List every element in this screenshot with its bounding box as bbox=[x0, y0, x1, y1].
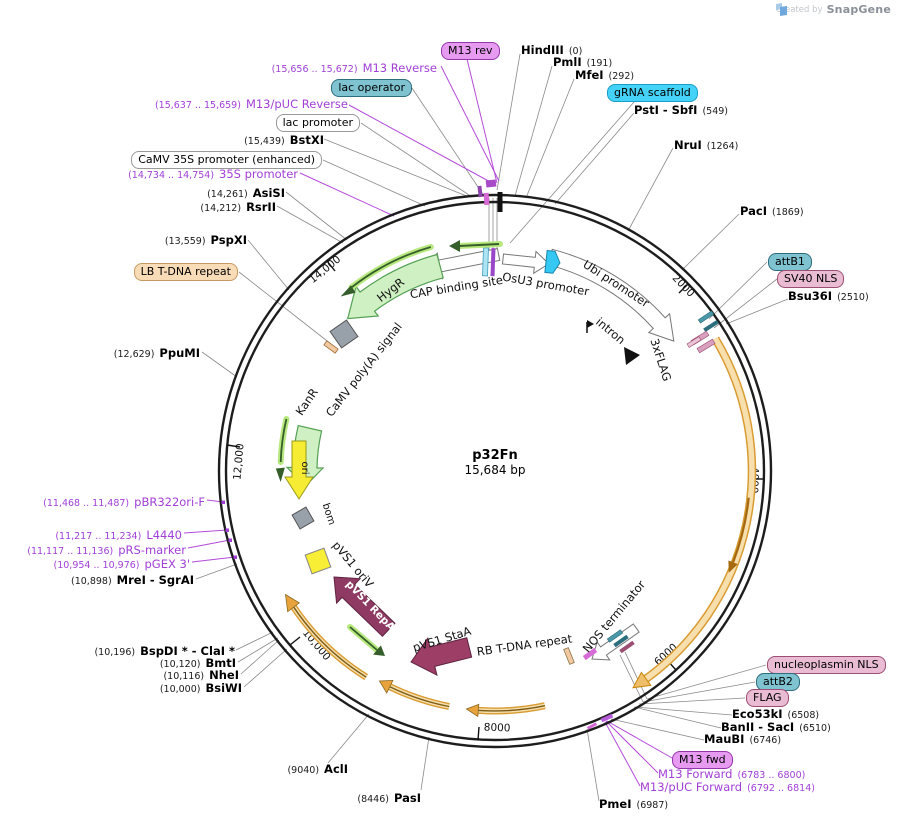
nos-terminator-arrow[interactable] bbox=[586, 619, 643, 668]
callout-acli[interactable]: (9040) AclI bbox=[287, 762, 348, 776]
callout-pmei[interactable]: PmeI (6987) bbox=[599, 797, 669, 811]
repa-glow-arrow bbox=[347, 624, 385, 656]
top-green-arrow bbox=[449, 240, 503, 252]
callout-pspxi[interactable]: (13,559) PspXI bbox=[164, 233, 247, 247]
callout-prs-marker[interactable]: (11,117 .. 11,136) pRS-marker bbox=[27, 543, 186, 557]
kanr-glow-arrow bbox=[275, 416, 290, 482]
snapgene-brand-label: SnapGene bbox=[826, 3, 891, 16]
osu3-cyan-marker[interactable] bbox=[544, 249, 561, 274]
snapgene-logo-icon bbox=[775, 3, 787, 16]
kanr-label[interactable]: KanR bbox=[293, 386, 321, 418]
camv-polya-marker[interactable] bbox=[329, 319, 359, 349]
tick-marks bbox=[226, 260, 764, 741]
3xflag-label[interactable]: 3xFLAG bbox=[647, 337, 674, 383]
callout-psti-sbfi[interactable]: PstI - SbfI (549) bbox=[634, 103, 728, 117]
rb-tdna-marker[interactable] bbox=[563, 647, 575, 665]
callout-nhei[interactable]: (10,116) NheI bbox=[163, 668, 239, 682]
top-primer-marks bbox=[477, 179, 497, 206]
callout-pmli[interactable]: PmlI (191) bbox=[553, 55, 613, 69]
callout-hindiii[interactable]: HindIII (0) bbox=[521, 43, 583, 57]
callout-paci[interactable]: PacI (1869) bbox=[740, 204, 804, 218]
callout-m13-reverse[interactable]: (15,656 .. 15,672) M13 Reverse bbox=[271, 61, 437, 75]
flag-region-marks bbox=[686, 310, 719, 354]
callout-mfei[interactable]: MfeI (292) bbox=[575, 68, 635, 82]
pmei-ring-mark bbox=[586, 722, 598, 730]
hygr-glow-arrow bbox=[340, 244, 434, 297]
sv40-nls-pill[interactable]: SV40 NLS bbox=[777, 270, 845, 288]
callout-mrei-sgrai[interactable]: (10,898) MreI - SgrAI bbox=[71, 573, 194, 587]
plasmid-size: 15,684 bp bbox=[464, 463, 526, 477]
callout-35s-promoter[interactable]: (14,734 .. 14,754) 35S promoter bbox=[128, 167, 298, 181]
ori-label[interactable]: ori bbox=[299, 461, 310, 474]
callout-banii-saci[interactable]: BanII - SacI (6510) bbox=[721, 720, 831, 734]
callout-pbr322ori-f[interactable]: (11,468 .. 11,487) pBR322ori-F bbox=[43, 495, 205, 509]
plasmid-title: p32Fn 15,684 bp bbox=[425, 448, 565, 477]
camv-35s-promoter-pill[interactable]: CaMV 35S promoter (enhanced) bbox=[131, 151, 322, 169]
tick-label-8000: 8000 bbox=[484, 722, 511, 735]
callout-bsiwi[interactable]: (10,000) BsiWI bbox=[159, 681, 242, 695]
tick-label-14000: 14,000 bbox=[307, 253, 343, 285]
callout-pgex-3[interactable]: (10,954 .. 10,976) pGEX 3' bbox=[53, 557, 190, 571]
orf-arrows-bottom bbox=[284, 593, 546, 718]
m13-fwd-ring-mark bbox=[600, 713, 614, 723]
plasmid-name: p32Fn bbox=[472, 448, 518, 463]
bom-label[interactable]: bom bbox=[320, 502, 337, 527]
lac-operator-pill[interactable]: lac operator bbox=[331, 79, 412, 97]
ori-arrow[interactable] bbox=[284, 440, 314, 500]
tick-labels: 2000 4000 6000 8000 10,000 12,000 14,000 bbox=[231, 253, 760, 734]
callout-bsu36i[interactable]: Bsu36I (2510) bbox=[788, 289, 869, 303]
callout-bspdi-clai[interactable]: (10,196) BspDI * - ClaI * bbox=[94, 644, 235, 658]
callout-ppumi[interactable]: (12,629) PpuMI bbox=[113, 346, 200, 360]
callout-l4440[interactable]: (11,217 .. 11,234) L4440 bbox=[55, 528, 182, 542]
primer-ring-dots bbox=[221, 500, 237, 559]
leader-lines-gray bbox=[195, 53, 789, 802]
m13-rev-pill[interactable]: M13 rev bbox=[441, 42, 500, 60]
ubi-promoter-label[interactable]: Ubi promoter bbox=[581, 257, 653, 310]
hygr-arrow[interactable] bbox=[346, 253, 444, 320]
callout-asisi[interactable]: (14,261) AsiSI bbox=[207, 186, 285, 200]
lb-tdna-repeat-pill[interactable]: LB T-DNA repeat bbox=[133, 263, 238, 281]
pvs1-staa-arrow[interactable] bbox=[406, 629, 473, 680]
flag-pill[interactable]: FLAG bbox=[746, 689, 789, 707]
callout-pasi[interactable]: (8446) PasI bbox=[357, 791, 421, 805]
created-by-label: Created by bbox=[775, 4, 823, 15]
callout-m13-puc-reverse[interactable]: (15,637 .. 15,659) M13/pUC Reverse bbox=[154, 97, 348, 111]
cds-band-right[interactable] bbox=[632, 336, 757, 689]
osu3-promoter-arrow[interactable] bbox=[501, 248, 550, 275]
m13-fwd-pill[interactable]: M13 fwd bbox=[672, 751, 733, 769]
callout-bstxi[interactable]: (15,439) BstXI bbox=[244, 133, 324, 147]
lac-promoter-pill[interactable]: lac promoter bbox=[275, 114, 360, 132]
rb-tdna-label[interactable]: RB T-DNA repeat bbox=[476, 631, 574, 658]
bom-marker[interactable] bbox=[291, 506, 315, 530]
intron-label[interactable]: intron bbox=[593, 315, 628, 347]
nos-region-marks bbox=[582, 629, 635, 661]
plasmid-backbone-ring[interactable] bbox=[217, 193, 773, 749]
attb2-pill[interactable]: attB2 bbox=[756, 673, 800, 691]
ubi-promoter-arrow[interactable] bbox=[547, 248, 675, 342]
callout-m13-forward[interactable]: M13 Forward (6783 .. 6800) bbox=[658, 767, 806, 781]
callout-nrui[interactable]: NruI (1264) bbox=[674, 138, 739, 152]
nucleoplasmin-nls-pill[interactable]: nucleoplasmin NLS bbox=[767, 656, 886, 674]
callout-bmti[interactable]: (10,120) BmtI bbox=[159, 656, 236, 670]
attb1-pill[interactable]: attB1 bbox=[768, 253, 812, 271]
callout-m13-puc-forward[interactable]: M13/pUC Forward (6792 .. 6814) bbox=[640, 780, 815, 794]
tick-label-12000: 12,000 bbox=[231, 443, 246, 481]
pvs1-oriv-marker[interactable] bbox=[304, 547, 332, 575]
callout-eco53ki[interactable]: Eco53kI (6508) bbox=[732, 707, 820, 721]
leader-lines-purple bbox=[183, 58, 673, 787]
intron-marker bbox=[586, 320, 640, 365]
tick-label-2000: 2000 bbox=[670, 272, 697, 300]
callout-rsrii[interactable]: (14,212) RsrII bbox=[200, 200, 276, 214]
snapgene-credit: Created by SnapGene bbox=[775, 3, 891, 16]
pvs1-repa-arrow[interactable] bbox=[322, 565, 400, 642]
lb-tdna-marker[interactable] bbox=[323, 340, 339, 354]
sgrna-marks[interactable] bbox=[482, 247, 496, 277]
grna-scaffold-pill[interactable]: gRNA scaffold bbox=[607, 84, 698, 102]
callout-maubi[interactable]: MauBI (6746) bbox=[704, 732, 782, 746]
